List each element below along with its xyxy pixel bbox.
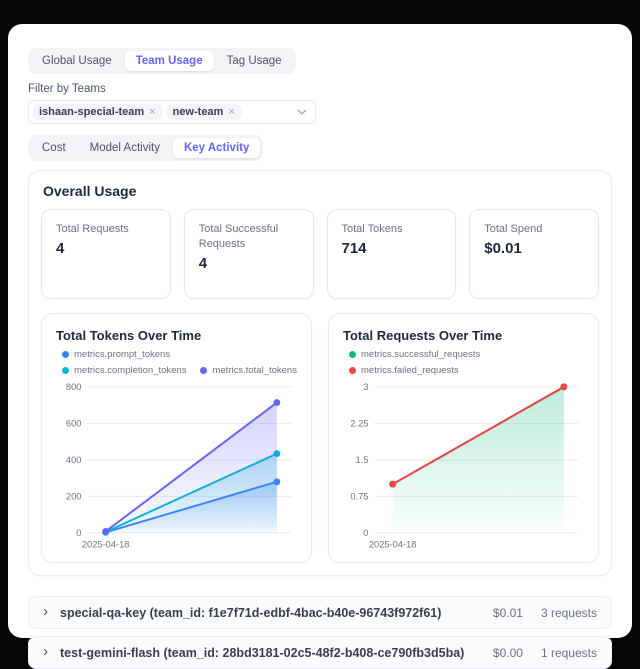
key-list: › special-qa-key (team_id: f1e7f71d-edbf… [28,596,612,669]
legend-item: metrics.completion_tokens [62,365,186,376]
usage-scope-tabs: Global Usage Team Usage Tag Usage [28,48,296,74]
stat-value: $0.01 [484,240,584,257]
legend-dot-icon [62,351,69,358]
team-chip-label: ishaan-special-team [39,106,144,118]
key-row-spend: $0.00 [493,646,523,660]
remove-team-icon[interactable]: × [228,106,234,118]
legend-label: metrics.completion_tokens [74,365,186,376]
dashboard-window: Global Usage Team Usage Tag Usage Filter… [8,24,632,638]
tab-tag-usage[interactable]: Tag Usage [216,51,293,71]
key-row-requests: 3 requests [541,606,597,620]
stat-label: Total Successful Requests [199,222,299,252]
legend-dot-icon [349,367,356,374]
team-chip: new-team × [167,104,241,120]
tokens-chart-card: Total Tokens Over Time metrics.prompt_to… [41,313,312,563]
legend-item: metrics.prompt_tokens [62,349,170,360]
key-row-special-qa-key[interactable]: › special-qa-key (team_id: f1e7f71d-edbf… [28,596,612,629]
stat-label: Total Tokens [342,222,442,237]
svg-text:600: 600 [66,418,82,428]
team-chip-label: new-team [173,106,224,118]
legend-item: metrics.successful_requests [349,349,586,360]
requests-chart-title: Total Requests Over Time [343,328,586,343]
legend-label: metrics.prompt_tokens [74,349,170,360]
chevron-right-icon: › [43,604,48,619]
stat-total-spend: Total Spend $0.01 [469,209,599,299]
stat-total-tokens: Total Tokens 714 [327,209,457,299]
stat-label: Total Requests [56,222,156,237]
tab-global-usage[interactable]: Global Usage [31,51,123,71]
team-multiselect[interactable]: ishaan-special-team × new-team × [28,100,316,124]
key-row-requests: 1 requests [541,646,597,660]
key-row-label: special-qa-key (team_id: f1e7f71d-edbf-4… [60,606,481,620]
tab-model-activity[interactable]: Model Activity [79,138,171,158]
legend-label: metrics.total_tokens [212,365,296,376]
legend-item: metrics.total_tokens [200,365,296,376]
stat-value: 4 [56,240,156,257]
stat-value: 714 [342,240,442,257]
stat-total-requests: Total Requests 4 [41,209,171,299]
charts-row: Total Tokens Over Time metrics.prompt_to… [41,313,599,563]
svg-text:800: 800 [66,382,82,392]
chevron-down-icon[interactable] [297,109,307,115]
stats-row: Total Requests 4 Total Successful Reques… [41,209,599,299]
filter-by-teams-label: Filter by Teams [28,83,612,95]
legend-label: metrics.successful_requests [361,349,480,360]
svg-text:2.25: 2.25 [350,418,368,428]
svg-text:0: 0 [76,528,81,538]
legend-item: metrics.failed_requests [349,365,586,376]
overall-usage-title: Overall Usage [43,183,599,199]
key-row-test-gemini-flash[interactable]: › test-gemini-flash (team_id: 28bd3181-0… [28,636,612,669]
tokens-chart-legend: metrics.prompt_tokens metrics.completion_… [62,349,299,376]
svg-text:1.5: 1.5 [356,455,369,465]
svg-text:0: 0 [363,528,368,538]
tab-cost[interactable]: Cost [31,138,77,158]
legend-dot-icon [62,367,69,374]
stat-total-successful-requests: Total Successful Requests 4 [184,209,314,299]
tab-key-activity[interactable]: Key Activity [173,138,260,158]
requests-chart-canvas: 0 0.75 1.5 2.25 3 2025-04-18 [341,380,586,554]
svg-text:2025-04-18: 2025-04-18 [82,540,130,550]
tokens-chart-canvas: 0 200 400 600 800 2025-04-18 [54,380,299,554]
legend-dot-icon [349,351,356,358]
legend-dot-icon [200,367,207,374]
svg-text:3: 3 [363,382,368,392]
activity-tabs: Cost Model Activity Key Activity [28,135,263,161]
key-row-label: test-gemini-flash (team_id: 28bd3181-02c… [60,646,481,660]
svg-text:2025-04-18: 2025-04-18 [369,540,417,550]
tokens-chart-title: Total Tokens Over Time [56,328,299,343]
stat-value: 4 [199,255,299,272]
requests-chart-card: Total Requests Over Time metrics.success… [328,313,599,563]
team-chip: ishaan-special-team × [33,104,162,120]
overall-usage-card: Overall Usage Total Requests 4 Total Suc… [28,170,612,576]
stat-label: Total Spend [484,222,584,237]
remove-team-icon[interactable]: × [149,106,155,118]
key-row-spend: $0.01 [493,606,523,620]
tab-team-usage[interactable]: Team Usage [125,51,214,71]
svg-text:0.75: 0.75 [350,491,368,501]
svg-text:400: 400 [66,455,82,465]
legend-label: metrics.failed_requests [361,365,459,376]
requests-chart-legend: metrics.successful_requests metrics.faile… [349,349,586,376]
svg-text:200: 200 [66,491,82,501]
